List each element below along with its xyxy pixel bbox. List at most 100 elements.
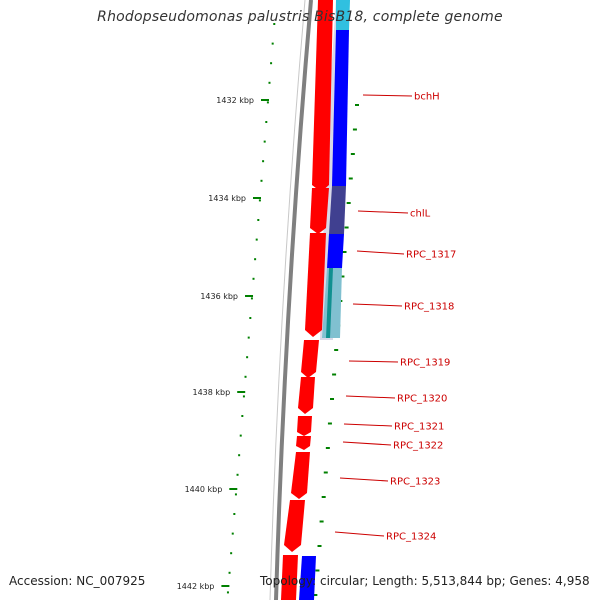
reverse-cds-RPC_1318-band (326, 268, 333, 338)
gene-leader-line (339, 477, 389, 482)
gene-leader-line (356, 250, 405, 255)
tick-label: 1434 kbp (208, 194, 246, 203)
gene-label-RPC_1319: RPC_1319 (400, 358, 450, 369)
gene-leader-line (348, 360, 399, 363)
gc-mark (231, 532, 234, 535)
gc-mark (226, 591, 229, 594)
genome-title: Rhodopseudomonas palustris BisB18, compl… (97, 9, 503, 25)
gc-mark (247, 336, 250, 339)
gene-label-RPC_1321: RPC_1321 (394, 422, 444, 433)
gc-mark (348, 177, 353, 180)
gc-mark (266, 101, 269, 104)
gene-label-RPC_1320: RPC_1320 (397, 394, 447, 405)
gc-mark (346, 202, 351, 204)
gc-mark (250, 297, 253, 300)
forward-cds-7 (296, 436, 311, 450)
forward-cds-5 (298, 377, 315, 414)
forward-cds-8 (291, 452, 310, 499)
gc-mark (265, 121, 268, 123)
tick-label: 1442 kbp (177, 582, 215, 591)
gc-mark (239, 434, 242, 437)
gene-leader-line (334, 531, 385, 537)
gc-mark (319, 520, 324, 523)
gc-mark (355, 104, 359, 106)
gc-mark (340, 275, 345, 278)
backbone-outer-line (274, 0, 313, 601)
gene-label-RPC_1317: RPC_1317 (406, 250, 456, 261)
accession-text: Accession: NC_007925 (9, 574, 146, 588)
gc-mark (271, 42, 274, 45)
tick-label: 1432 kbp (216, 96, 254, 105)
gc-mark (246, 356, 249, 359)
gene-leader-line (352, 303, 403, 307)
gene-label-RPC_1324: RPC_1324 (386, 532, 436, 543)
tick-label: 1438 kbp (192, 388, 230, 397)
gc-mark (342, 251, 347, 253)
gene-label-chlL: chlL (410, 209, 431, 220)
gene-label-RPC_1318: RPC_1318 (404, 302, 454, 313)
gene-label-RPC_1322: RPC_1322 (393, 441, 443, 452)
gc-mark (252, 277, 255, 280)
gc-mark (268, 81, 271, 84)
gc-mark (257, 219, 260, 221)
forward-cds-10 (281, 555, 298, 600)
gc-mark (330, 398, 335, 400)
gc-mark (327, 422, 332, 425)
gc-mark (352, 128, 357, 131)
backbone-inner-line (269, 0, 306, 601)
gc-mark (262, 160, 265, 163)
forward-cds-6 (297, 416, 312, 436)
gc-mark (249, 317, 252, 319)
gc-mark (323, 471, 328, 474)
backbone-track (269, 0, 313, 601)
forward-cds-1 (312, 0, 333, 192)
gc-mark (258, 199, 261, 202)
gc-mark (238, 454, 241, 457)
gene-leader-line (342, 441, 392, 446)
forward-cds-2 (310, 188, 329, 234)
genome-summary-text: Topology: circular; Length: 5,513,844 bp… (260, 574, 590, 588)
gc-mark (228, 571, 231, 574)
gc-mark (242, 395, 245, 398)
reverse-cds-RPC_1317 (327, 234, 344, 268)
forward-cds-3 (305, 233, 326, 337)
forward-cds-4 (301, 340, 319, 378)
gc-mark (255, 238, 258, 241)
gc-mark (350, 153, 355, 155)
gene-leader-line (362, 94, 413, 97)
gc-mark (321, 496, 326, 498)
forward-strand-track (281, 0, 333, 600)
gc-mark (332, 373, 337, 376)
position-axis: 1432 kbp 1434 kbp 1436 kbp 1438 kbp 1440 kbp… (177, 96, 269, 591)
gc-mark (254, 258, 257, 261)
tick-label: 1440 kbp (185, 485, 223, 494)
gc-mark (273, 23, 276, 25)
gc-mark (244, 375, 247, 378)
reverse-cds-chlL (329, 186, 346, 234)
gc-mark (317, 545, 322, 547)
gc-mark (270, 62, 273, 65)
gc-mark (260, 179, 263, 182)
gene-labels: bchH chlL RPC_1317 RPC_1318 RPC_1319 RPC_1320… (334, 92, 456, 543)
gc-mark (236, 473, 239, 476)
gc-mark (334, 349, 339, 351)
gc-mark (263, 140, 266, 143)
reverse-strand-track (299, 0, 350, 600)
gc-mark (313, 594, 318, 596)
gene-label-RPC_1323: RPC_1323 (390, 477, 440, 488)
reverse-cds-top (336, 0, 350, 30)
tick-label: 1436 kbp (200, 292, 238, 301)
gc-mark (230, 552, 233, 555)
gene-leader-line (345, 395, 396, 399)
reverse-cds-bottom (299, 556, 316, 600)
gc-mark (315, 569, 320, 572)
gc-mark (241, 415, 244, 417)
gene-leader-line (357, 210, 409, 214)
gene-label-bchH: bchH (414, 92, 440, 103)
reverse-cds-bchH (332, 30, 349, 186)
gc-mark (344, 226, 349, 229)
gc-mark (234, 493, 237, 496)
gene-leader-line (343, 423, 393, 427)
